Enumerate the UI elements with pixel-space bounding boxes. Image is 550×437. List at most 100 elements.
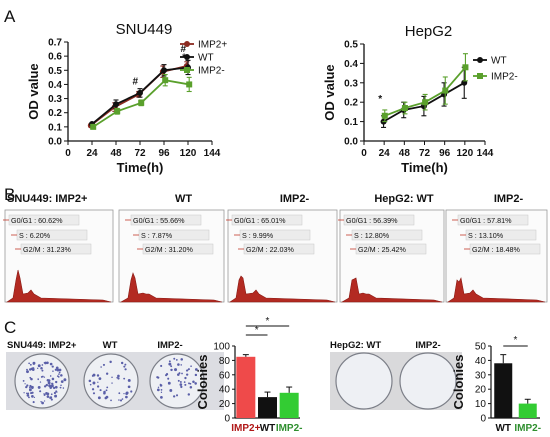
- culture-plate: [335, 352, 393, 410]
- colony-dot: [24, 383, 26, 385]
- data-point: [161, 67, 167, 74]
- y-axis-label: OD value: [26, 63, 41, 119]
- colony-dot: [28, 388, 32, 392]
- gate-label: G2/M : 18.48%: [472, 245, 521, 254]
- y-tick-label: 20: [475, 385, 487, 396]
- legend-label: IMP2-: [198, 66, 225, 77]
- colony-dot: [98, 377, 102, 381]
- colony-dot: [43, 393, 45, 395]
- y-tick-label: 0.5: [48, 66, 62, 77]
- legend-label: IMP2-: [491, 72, 518, 83]
- colony-dot: [46, 379, 50, 382]
- colony-dot: [51, 365, 54, 368]
- x-axis-label: Time(h): [401, 160, 448, 175]
- category-label: IMP2-: [514, 423, 541, 434]
- colony-dot: [194, 373, 198, 377]
- gate-label: G0/G1 : 55.66%: [133, 216, 185, 225]
- colony-dot: [118, 392, 121, 395]
- x-tick-label: 144: [204, 148, 221, 159]
- colony-dot: [58, 373, 60, 375]
- dna-content-distribution: [6, 269, 112, 303]
- colony-dot: [177, 379, 180, 382]
- gate-label: S : 7.87%: [141, 231, 173, 240]
- colony-dot: [43, 362, 45, 364]
- colony-dot: [111, 382, 113, 384]
- significance-mark: *: [255, 325, 259, 336]
- colony-dot: [102, 363, 106, 366]
- colony-dot: [180, 364, 183, 366]
- colony-dot: [105, 389, 108, 392]
- colony-dot: [52, 370, 54, 372]
- colony-dot: [60, 380, 64, 384]
- colony-dot: [55, 380, 58, 384]
- colony-dot: [26, 384, 29, 387]
- gate-label: S : 9.99%: [242, 231, 274, 240]
- colony-dot: [187, 393, 191, 396]
- y-tick-label: 0.7: [48, 38, 62, 49]
- data-point: [137, 89, 143, 96]
- colony-dot: [57, 376, 60, 378]
- bar-WT: [258, 397, 277, 418]
- dna-content-distribution: [229, 275, 336, 303]
- category-label: WT: [260, 423, 276, 434]
- colony-dot: [117, 377, 120, 380]
- culture-plate: [83, 353, 139, 409]
- colony-dot: [123, 377, 126, 380]
- gate-label: G2/M : 22.03%: [246, 245, 295, 254]
- x-tick-label: 72: [419, 148, 431, 159]
- colony-dot: [43, 376, 46, 378]
- legend-marker: [184, 54, 190, 60]
- colony-dot: [175, 359, 178, 361]
- y-tick-label: 0.2: [48, 108, 62, 119]
- gate-label: G0/G1 : 57.81%: [460, 216, 512, 225]
- x-tick-label: 48: [110, 148, 122, 159]
- colony-dot: [22, 379, 25, 382]
- gate-label: S : 6.20%: [19, 231, 51, 240]
- colony-dot: [25, 386, 28, 389]
- colony-dot: [91, 388, 95, 391]
- colony-dot: [59, 386, 62, 389]
- colony-dot: [49, 396, 53, 399]
- legend-marker: [184, 67, 190, 73]
- colony-dot: [105, 372, 109, 375]
- y-axis-label: Colonies: [451, 355, 466, 410]
- x-tick-label: 24: [379, 148, 391, 159]
- colony-dot: [37, 385, 41, 389]
- legend-label: WT: [491, 56, 507, 67]
- cell-cycle-histogram: IMP2- G0/G1 : 57.81% S : 13.10% G2/M : 18.4…: [445, 193, 548, 303]
- colony-dot: [50, 393, 53, 396]
- y-tick-label: 0.3: [344, 78, 358, 89]
- colony-dot: [189, 386, 193, 389]
- colony-dot: [192, 380, 195, 384]
- y-tick-label: 0.5: [344, 40, 358, 51]
- colony-dot: [48, 384, 52, 388]
- colony-dot: [41, 401, 44, 405]
- colony-dot: [124, 363, 127, 366]
- y-tick-label: 0.6: [48, 52, 62, 63]
- significance-mark: #: [132, 76, 138, 87]
- colony-dot: [31, 368, 35, 371]
- colony-dot: [160, 391, 163, 394]
- colony-dot: [41, 369, 44, 372]
- colony-dot: [28, 396, 30, 399]
- histogram-frame: [227, 209, 338, 303]
- colony-dot: [54, 394, 58, 398]
- colony-dot: [53, 391, 57, 395]
- significance-mark: *: [266, 316, 270, 327]
- colony-dot: [56, 368, 60, 372]
- bar-WT: [494, 363, 513, 418]
- x-tick-label: 0: [65, 148, 71, 159]
- colony-dot: [156, 376, 159, 379]
- colony-dot: [33, 396, 36, 398]
- colony-dot: [40, 366, 43, 370]
- colony-dot: [169, 389, 173, 392]
- colony-dot: [37, 378, 39, 381]
- colony-dot: [99, 389, 102, 392]
- colony-dot: [174, 368, 178, 372]
- colony-dot: [44, 400, 46, 402]
- data-point: [381, 112, 388, 119]
- colony-dot: [184, 383, 187, 386]
- x-axis-label: Time(h): [117, 160, 164, 175]
